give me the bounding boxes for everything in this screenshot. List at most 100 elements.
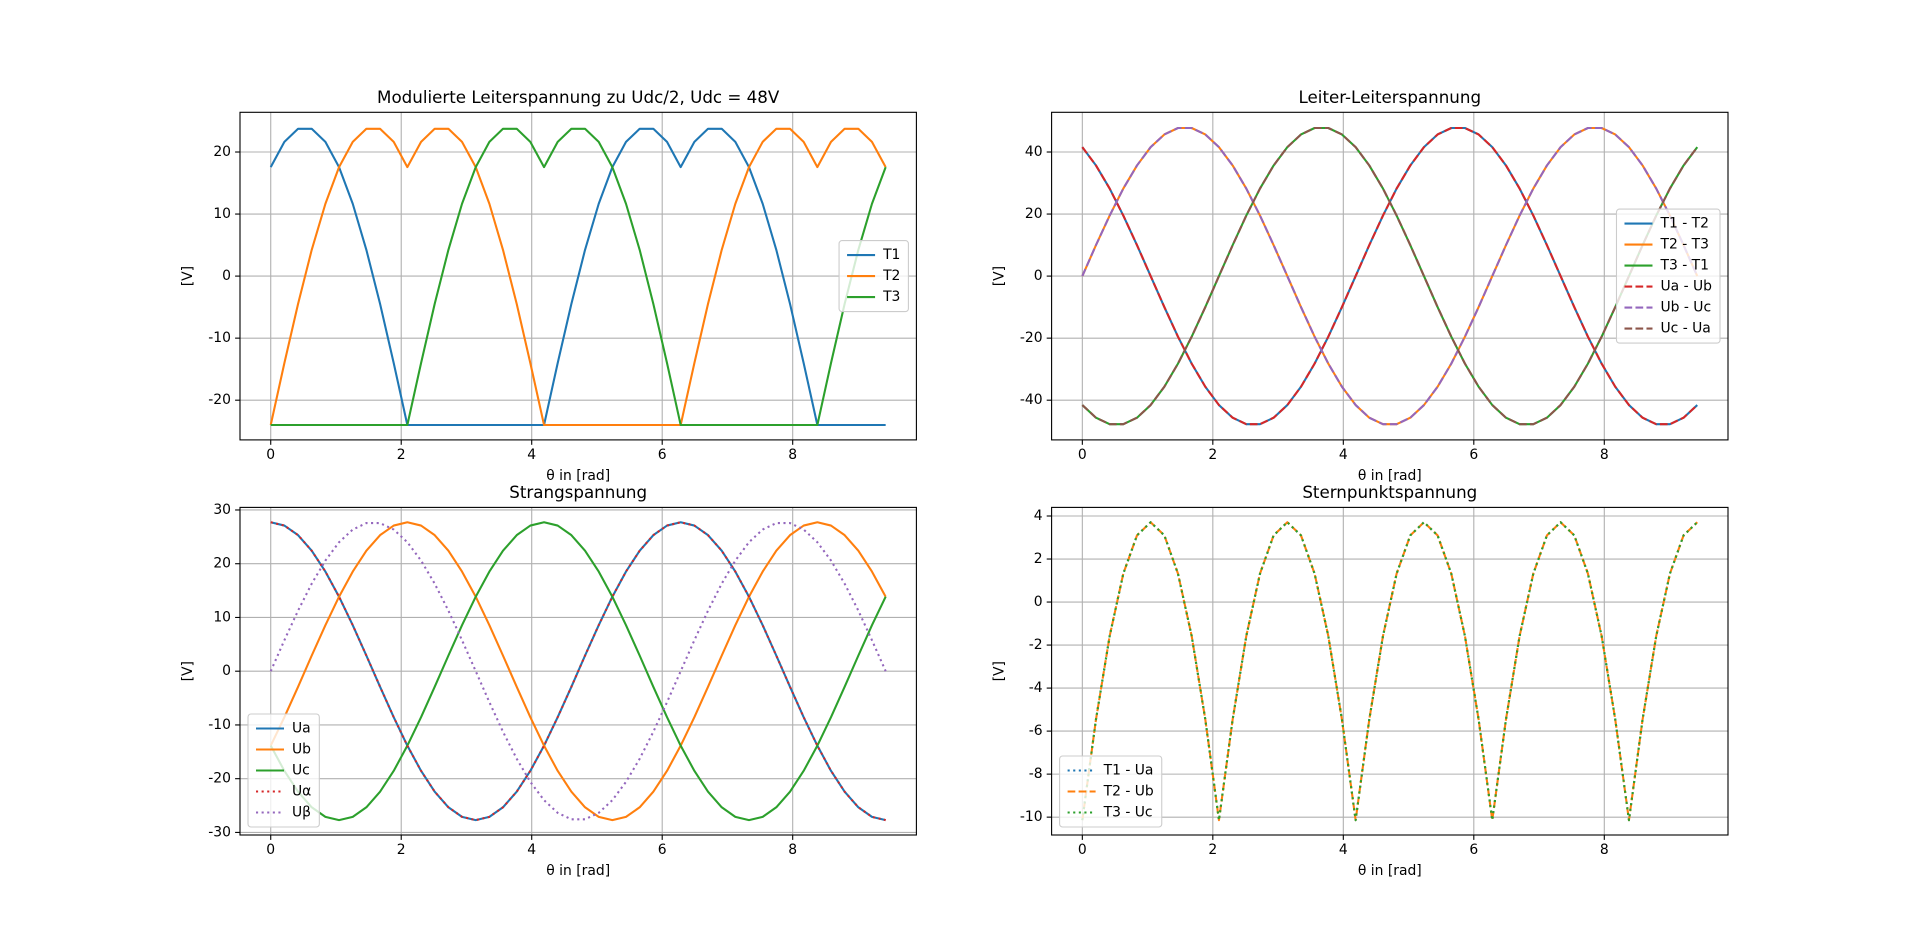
legend-box	[1059, 755, 1163, 828]
x-tick-label: 2	[1208, 447, 1217, 463]
chart-title: Sternpunktspannung	[1302, 482, 1477, 502]
y-axis-label: [V]	[180, 266, 196, 286]
y-tick-label: -10	[208, 330, 231, 346]
y-tick-label: 0	[222, 268, 231, 284]
axes-frame	[1051, 506, 1729, 836]
y-tick-label: -6	[1029, 723, 1043, 739]
chart-title: Modulierte Leiterspannung zu Udc/2, Udc …	[377, 87, 780, 107]
x-tick-label: 6	[658, 842, 667, 858]
legend-label: T3	[882, 289, 900, 305]
x-tick-label: 4	[527, 842, 536, 858]
x-axis-label: θ in [rad]	[1358, 863, 1422, 879]
x-axis-label: θ in [rad]	[546, 468, 610, 484]
series-line	[1081, 126, 1699, 426]
y-tick-label: 20	[213, 556, 231, 572]
x-tick-label: 8	[1600, 842, 1609, 858]
y-tick-label: -20	[208, 771, 231, 787]
chart-title: Leiter-Leiterspannung	[1299, 87, 1482, 107]
y-tick-label: -10	[208, 717, 231, 733]
legend-label: Uβ	[292, 805, 311, 821]
series-line	[269, 521, 887, 822]
series-line	[270, 521, 886, 822]
y-tick-label: 30	[213, 502, 231, 518]
x-tick-label: 6	[1469, 842, 1478, 858]
legend: T1 T2 T3	[838, 240, 909, 313]
y-tick-label: 20	[213, 144, 231, 160]
y-tick-label: 10	[213, 206, 231, 222]
x-tick-label: 2	[397, 447, 406, 463]
x-tick-label: 2	[1208, 842, 1217, 858]
y-axis-label: [V]	[992, 661, 1008, 681]
subplot: 0 2 4 6 8 -40 -20 0 20 40 Leiter-Leiterspannung θ i…	[992, 87, 1729, 484]
x-tick-label: 8	[1600, 447, 1609, 463]
legend-label: Uc - Ua	[1660, 321, 1710, 337]
y-tick-label: 20	[1025, 206, 1043, 222]
axes-frame	[1051, 111, 1729, 441]
legend: Ua Ub Uc Uα Uβ	[247, 713, 320, 828]
axes-frame	[239, 506, 917, 836]
x-tick-label: 8	[788, 447, 797, 463]
y-tick-label: -10	[1020, 809, 1043, 825]
x-axis-label: θ in [rad]	[546, 863, 610, 879]
x-tick-label: 6	[1469, 447, 1478, 463]
y-tick-label: -40	[1020, 392, 1043, 408]
legend-label: T2	[882, 268, 900, 284]
legend-label: Ua - Ub	[1660, 279, 1712, 295]
y-tick-label: -20	[208, 392, 231, 408]
legend-label: Ub - Uc	[1660, 300, 1711, 316]
subplot: 0 2 4 6 8 -30 -20 -10 0 10 20 30 Strangspannung θ in …	[180, 482, 917, 879]
series-line	[269, 127, 886, 427]
legend-label: Ub	[292, 742, 311, 758]
y-tick-label: 2	[1034, 551, 1043, 567]
y-axis-label: [V]	[180, 661, 196, 681]
x-tick-label: 0	[1078, 842, 1087, 858]
x-tick-label: 0	[1078, 447, 1087, 463]
subplot: 0 2 4 6 8 -10 -8 -6 -4 -2 0 2 4 Sternpunktspannung θ i…	[992, 482, 1729, 879]
y-tick-label: 0	[1034, 268, 1043, 284]
x-tick-label: 6	[658, 447, 667, 463]
legend-box	[1615, 208, 1721, 344]
series-line	[1081, 126, 1699, 426]
axes-frame	[239, 111, 917, 441]
series-line	[1081, 521, 1698, 822]
subplot: 0 2 4 6 8 -20 -10 0 10 20 Modulierte Leiterspannun…	[180, 87, 917, 484]
legend-label: Ua	[292, 721, 311, 737]
x-tick-label: 0	[266, 842, 275, 858]
y-axis-label: [V]	[992, 266, 1008, 286]
y-tick-label: -30	[208, 824, 231, 840]
series-line	[270, 127, 887, 427]
x-tick-label: 4	[527, 447, 536, 463]
x-tick-label: 4	[1339, 842, 1348, 858]
x-axis-label: θ in [rad]	[1358, 468, 1422, 484]
series-line	[269, 522, 887, 821]
legend-label: T1 - Ua	[1103, 763, 1154, 779]
legend-label: Uα	[292, 784, 311, 800]
y-tick-label: 0	[222, 663, 231, 679]
y-tick-label: 0	[1034, 594, 1043, 610]
x-tick-label: 2	[397, 842, 406, 858]
chart-title: Strangspannung	[509, 482, 647, 502]
x-tick-label: 4	[1339, 447, 1348, 463]
y-tick-label: 10	[213, 609, 231, 625]
y-tick-label: 40	[1025, 144, 1043, 160]
legend-label: T1 - T2	[1659, 216, 1709, 232]
y-tick-label: -20	[1020, 330, 1043, 346]
y-tick-label: -8	[1029, 766, 1043, 782]
x-tick-label: 0	[266, 447, 275, 463]
legend: T1 - Ua T2 - Ub T3 - Uc	[1059, 755, 1163, 828]
y-tick-label: -4	[1029, 680, 1043, 696]
legend-label: T1	[882, 247, 900, 263]
legend-label: T2 - T3	[1659, 237, 1709, 253]
y-tick-label: -2	[1029, 637, 1043, 653]
y-tick-label: 4	[1034, 508, 1043, 524]
legend-label: T3 - T1	[1659, 258, 1709, 274]
legend-label: T2 - Ub	[1103, 784, 1154, 800]
legend-label: Uc	[292, 763, 310, 779]
series-line	[269, 127, 887, 427]
legend: T1 - T2 T2 - T3 T3 - T1 Ua - Ub Ub - Uc Uc - …	[1615, 208, 1721, 344]
legend-label: T3 - Uc	[1103, 805, 1153, 821]
x-tick-label: 8	[788, 842, 797, 858]
series-line	[269, 521, 887, 822]
